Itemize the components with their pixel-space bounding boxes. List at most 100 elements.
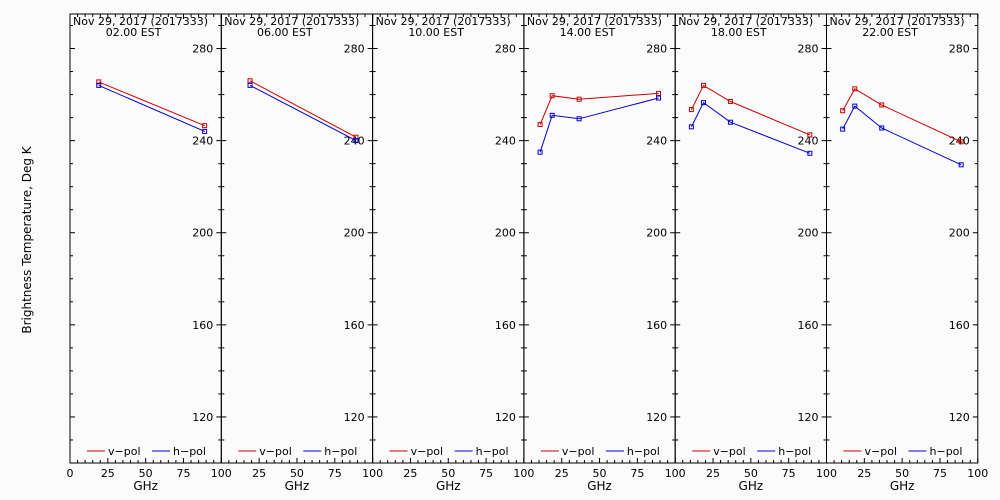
y-tick-label: 280 (798, 43, 819, 56)
y-tick-label: 200 (344, 227, 365, 240)
x-axis-label: GHz (739, 479, 764, 493)
h-pol-point (549, 112, 555, 118)
h-pol-line (98, 84, 205, 132)
panel-time: 02.00 EST (106, 26, 162, 39)
x-tick-label: 25 (252, 467, 266, 480)
v-pol-line (690, 84, 811, 136)
panel-time: 06.00 EST (257, 26, 313, 39)
y-tick-label: 200 (949, 227, 970, 240)
v-pol-point (807, 132, 813, 138)
h-pol-line (842, 105, 962, 166)
x-axis-label: GHz (587, 479, 612, 493)
h-pol-line (249, 84, 357, 142)
y-tick-label: 240 (798, 135, 819, 148)
y-tick-label: 280 (646, 43, 667, 56)
panel-time: 18.00 EST (711, 26, 767, 39)
y-tick-label: 200 (646, 227, 667, 240)
y-tick-label: 160 (949, 319, 970, 332)
h-pol-point (96, 82, 102, 88)
y-tick-label: 160 (344, 319, 365, 332)
h-pol-legend-label: h−pol (324, 445, 357, 458)
panel-title: Nov 29, 2017 (2017333) (527, 15, 662, 28)
h-pol-legend-label: h−pol (476, 445, 509, 458)
v-pol-point (202, 123, 208, 129)
v-pol-point (700, 82, 706, 88)
x-tick-label: 75 (479, 467, 493, 480)
h-pol-point (576, 116, 582, 122)
x-tick-label: 50 (895, 467, 909, 480)
y-tick-label: 200 (192, 227, 213, 240)
x-tick-label: 25 (857, 467, 871, 480)
h-pol-point (879, 125, 885, 131)
h-pol-point (727, 119, 733, 125)
h-pol-point (840, 126, 846, 132)
h-pol-legend-label: h−pol (778, 445, 811, 458)
v-pol-point (879, 102, 885, 108)
v-pol-point (852, 86, 858, 92)
panel-title: Nov 29, 2017 (2017333) (830, 15, 965, 28)
panel-title: Nov 29, 2017 (2017333) (73, 15, 208, 28)
x-tick-label: 100 (362, 467, 383, 480)
h-pol-point (700, 100, 706, 106)
h-pol-point (656, 95, 662, 101)
v-pol-line (98, 81, 205, 127)
x-tick-label: 75 (782, 467, 796, 480)
x-tick-label: 25 (101, 467, 115, 480)
x-tick-label: 50 (139, 467, 153, 480)
h-pol-point (852, 103, 858, 109)
panel-title: Nov 29, 2017 (2017333) (678, 15, 813, 28)
h-pol-point (247, 82, 253, 88)
x-tick-label: 100 (967, 467, 988, 480)
x-tick-label: 0 (67, 467, 74, 480)
y-tick-label: 120 (798, 411, 819, 424)
y-tick-label: 160 (192, 319, 213, 332)
panel-time: 22.00 EST (862, 26, 918, 39)
x-tick-label: 75 (176, 467, 190, 480)
y-tick-label: 120 (949, 411, 970, 424)
v-pol-point (727, 98, 733, 104)
h-pol-point (537, 149, 543, 155)
y-tick-label: 240 (495, 135, 516, 148)
v-pol-point (537, 122, 543, 128)
x-tick-label: 25 (555, 467, 569, 480)
v-pol-legend-label: v−pol (713, 445, 746, 458)
panel-title: Nov 29, 2017 (2017333) (224, 15, 359, 28)
x-tick-label: 100 (665, 467, 686, 480)
v-pol-point (840, 108, 846, 114)
y-tick-label: 120 (344, 411, 365, 424)
v-pol-legend-label: v−pol (562, 445, 595, 458)
x-tick-label: 75 (630, 467, 644, 480)
x-tick-label: 100 (513, 467, 534, 480)
x-tick-label: 75 (933, 467, 947, 480)
h-pol-point (688, 124, 694, 130)
h-pol-point (958, 162, 964, 168)
x-tick-label: 50 (441, 467, 455, 480)
x-tick-label: 50 (593, 467, 607, 480)
h-pol-point (807, 150, 813, 156)
x-axis-label: GHz (436, 479, 461, 493)
y-tick-label: 280 (949, 43, 970, 56)
y-tick-label: 160 (646, 319, 667, 332)
v-pol-point (688, 107, 694, 113)
y-tick-label: 120 (495, 411, 516, 424)
panel-time: 10.00 EST (408, 26, 464, 39)
x-tick-label: 25 (403, 467, 417, 480)
y-tick-label: 240 (192, 135, 213, 148)
y-tick-label: 120 (192, 411, 213, 424)
y-tick-label: 120 (646, 411, 667, 424)
h-pol-line (690, 101, 811, 154)
h-pol-point (202, 128, 208, 134)
y-tick-label: 160 (798, 319, 819, 332)
x-axis-label: GHz (133, 479, 158, 493)
y-axis-label: Brightness Temperature, Deg K (20, 145, 34, 333)
y-tick-label: 200 (798, 227, 819, 240)
x-tick-label: 100 (211, 467, 232, 480)
v-pol-point (576, 96, 582, 102)
x-axis-label: GHz (890, 479, 915, 493)
h-pol-legend-label: h−pol (930, 445, 963, 458)
v-pol-legend-label: v−pol (108, 445, 141, 458)
x-tick-label: 50 (290, 467, 304, 480)
v-pol-line (539, 92, 659, 125)
x-tick-label: 50 (744, 467, 758, 480)
